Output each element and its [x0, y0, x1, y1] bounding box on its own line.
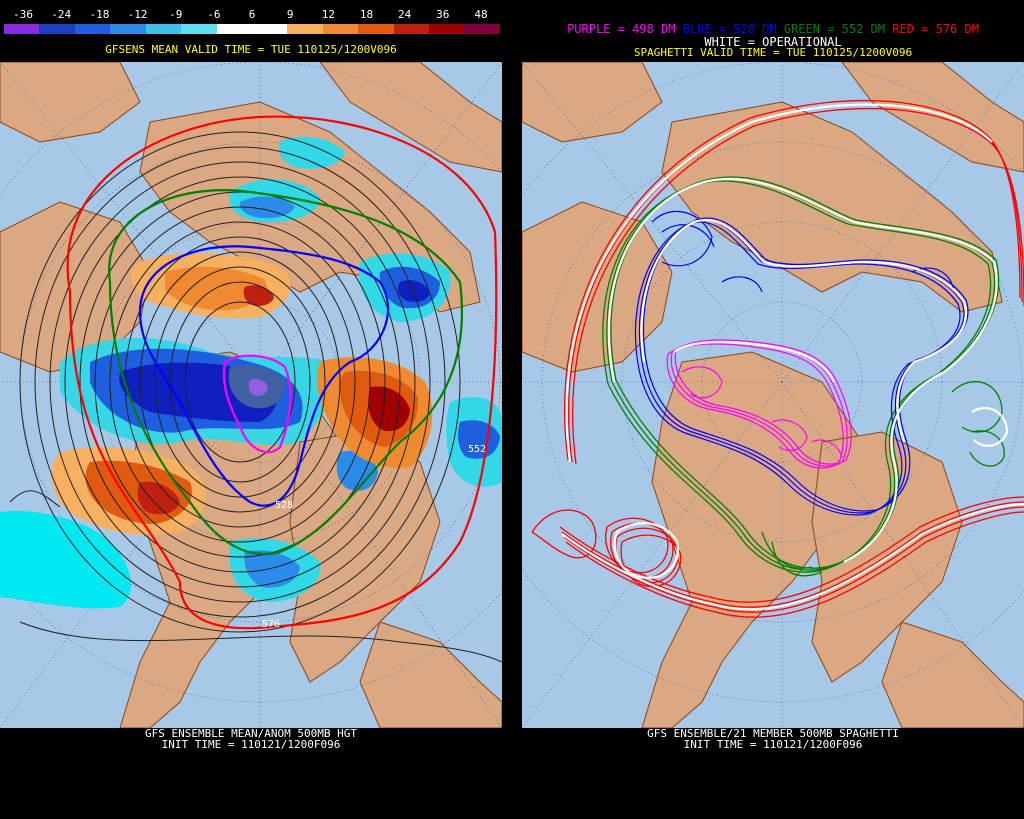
- colorbar-swatch: [429, 24, 465, 34]
- colorbar-tick: 12: [321, 8, 335, 21]
- right-footer-line2: INIT TIME = 110121/1200F096: [683, 738, 863, 751]
- anomaly-colorbar: [4, 24, 500, 34]
- contour-label-576: 576: [262, 619, 280, 630]
- colorbar-swatch: [181, 24, 217, 34]
- spaghetti-purple-498: [666, 339, 852, 469]
- left-map: 552 528 576: [0, 62, 502, 728]
- colorbar-swatch: [251, 24, 288, 34]
- colorbar-tick: 9: [286, 8, 294, 21]
- colorbar-swatch: [4, 24, 40, 34]
- colorbar-tick: -6: [207, 8, 221, 21]
- legend-red: RED = 576 DM: [892, 22, 979, 36]
- contour-label-528: 528: [275, 500, 293, 511]
- right-valid-time-title: SPAGHETTI VALID TIME = TUE 110125/1200V0…: [633, 46, 913, 59]
- left-valid-time-title: GFSENS MEAN VALID TIME = TUE 110125/1200…: [105, 43, 397, 56]
- spaghetti-legend: PURPLE = 498 DM BLUE = 528 DM GREEN = 55…: [522, 22, 1024, 36]
- left-height-contours: [9, 131, 502, 663]
- panel-divider: [502, 0, 522, 819]
- colorbar-swatch: [464, 24, 500, 34]
- colorbar-tick: -36: [13, 8, 34, 21]
- ensemble-mean-panel: -36 -24 -18 -12 -9 -6 6 9 12 18 24 36 48…: [0, 0, 502, 819]
- colorbar-tick: 36: [436, 8, 450, 21]
- colorbar-swatch: [145, 24, 182, 34]
- colorbar-swatch: [287, 24, 323, 34]
- contour-label-552: 552: [468, 444, 486, 455]
- colorbar-tick: 48: [474, 8, 488, 21]
- colorbar-tick: -18: [89, 8, 110, 21]
- right-graticule: [522, 62, 1024, 728]
- right-map: [522, 62, 1024, 728]
- spaghetti-panel: PURPLE = 498 DM BLUE = 528 DM GREEN = 55…: [522, 0, 1024, 819]
- colorbar-tick: -24: [51, 8, 72, 21]
- left-footer-line2: INIT TIME = 110121/1200F096: [161, 738, 341, 751]
- colorbar-tick: -9: [169, 8, 183, 21]
- colorbar-swatch: [39, 24, 75, 34]
- spaghetti-white-operational: [561, 103, 1024, 611]
- colorbar-swatch: [74, 24, 111, 34]
- legend-white: WHITE = OPERATIONAL: [704, 35, 842, 49]
- left-key-contours: [66, 115, 498, 630]
- legend-green: GREEN = 552 DM: [783, 22, 885, 36]
- colorbar-ticks: -36 -24 -18 -12 -9 -6 6 9 12 18 24 36 48: [4, 8, 500, 22]
- colorbar-tick: 24: [398, 8, 412, 21]
- colorbar-tick: 18: [359, 8, 374, 21]
- colorbar-swatch: [393, 24, 430, 34]
- colorbar-swatch: [358, 24, 394, 34]
- right-footer-line1: GFS ENSEMBLE/21 MEMBER 500MB SPAGHETTI: [647, 727, 899, 740]
- right-map-svg: [522, 62, 1024, 728]
- colorbar-swatch: [110, 24, 146, 34]
- legend-purple: PURPLE = 498 DM: [567, 22, 676, 36]
- left-footer-line1: GFS ENSEMBLE MEAN/ANOM 500MB HGT: [145, 727, 357, 740]
- colorbar-tick: 6: [248, 8, 256, 21]
- colorbar-swatch: [216, 24, 252, 34]
- legend-blue: BLUE = 528 DM: [682, 22, 777, 36]
- colorbar-swatch: [322, 24, 359, 34]
- left-map-svg: 552 528 576: [0, 62, 502, 728]
- colorbar-tick: -12: [127, 8, 148, 21]
